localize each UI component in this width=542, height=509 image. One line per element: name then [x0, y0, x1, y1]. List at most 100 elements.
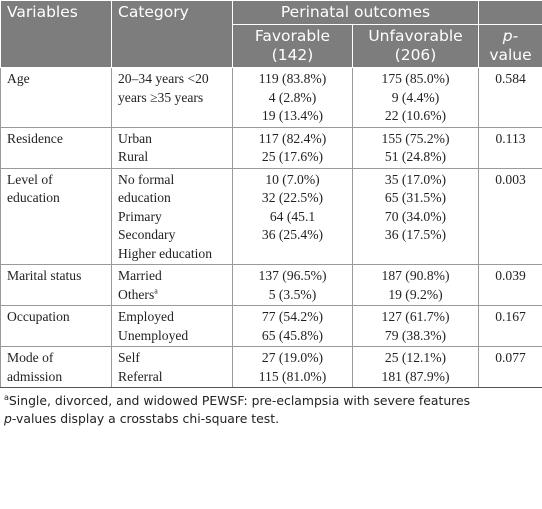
unfavorable-value: 155 (75.2%)	[381, 130, 450, 146]
favorable-cell: 77 (54.2%) 65 (45.8%)	[232, 305, 353, 347]
favorable-value: 5 (3.5%)	[268, 286, 317, 302]
favorable-value: 119 (83.8%)	[258, 71, 327, 86]
unfavorable-value: 36 (17.5%)	[384, 227, 447, 242]
unfavorable-value: 35 (17.0%)	[384, 171, 447, 187]
category-cell: Urban Rural	[111, 127, 233, 169]
favorable-cell: 10 (7.0%) 32 (22.5%) 64 (45.1 36 (25.4%)	[232, 168, 353, 265]
favorable-value: 36 (25.4%)	[261, 227, 324, 242]
category-cell: Married Othersa	[111, 264, 233, 306]
table-row: Marital status Married Othersa 137 (96.5…	[0, 264, 542, 306]
unfavorable-value: 9 (4.4%)	[391, 89, 440, 105]
unfavorable-value: 65 (31.5%)	[384, 190, 447, 205]
footnote-marker: a	[4, 392, 9, 402]
table-container: Variables Category Perinatal outcomes Fa…	[0, 0, 542, 428]
category-cell: No formal education Primary Secondary Hi…	[111, 168, 233, 265]
category-cell: 20–34 years <20 years ≥35 years	[111, 67, 233, 128]
category-line: Rural	[118, 149, 149, 164]
unfavorable-cell: 25 (12.1%) 181 (87.9%)	[352, 346, 479, 388]
favorable-value: 10 (7.0%)	[265, 171, 320, 187]
category-line: Unemployed	[118, 327, 189, 343]
favorable-value: 77 (54.2%)	[261, 309, 324, 324]
unfavorable-value: 181 (87.9%)	[381, 368, 450, 384]
category-line: Othersa	[118, 286, 226, 305]
unfavorable-value: 70 (34.0%)	[384, 208, 447, 224]
table-row: Level of education No formal education P…	[0, 168, 542, 265]
favorable-value: 137 (96.5%)	[258, 268, 327, 283]
footnote-marker: a	[154, 285, 158, 295]
favorable-value: 19 (13.4%)	[261, 108, 324, 123]
variable-cell: Mode of admission	[0, 346, 112, 388]
variable-cell: Level of education	[0, 168, 112, 265]
header-empty	[478, 0, 542, 25]
p-value-cell: 0.077	[478, 346, 542, 388]
category-line: Higher education	[118, 245, 212, 261]
favorable-cell: 117 (82.4%) 25 (17.6%)	[232, 127, 353, 169]
category-line: Married	[118, 268, 162, 283]
category-line-text: Others	[118, 286, 155, 302]
unfavorable-cell: 175 (85.0%) 9 (4.4%) 22 (10.6%)	[352, 67, 479, 128]
favorable-value: 32 (22.5%)	[261, 190, 324, 205]
header-favorable: Favorable (142)	[232, 24, 353, 68]
favorable-value: 115 (81.0%)	[258, 368, 327, 384]
unfavorable-value: 79 (38.3%)	[384, 327, 447, 343]
variable-cell: Marital status	[0, 264, 112, 306]
favorable-value: 117 (82.4%)	[258, 130, 327, 146]
favorable-value: 64 (45.1	[269, 208, 316, 224]
perinatal-outcomes-table: Variables Category Perinatal outcomes Fa…	[0, 0, 542, 388]
table-row: Mode of admission Self Referral 27 (19.0…	[0, 346, 542, 388]
header-unfavorable-label: Unfavorable	[368, 27, 463, 45]
table-body: Age 20–34 years <20 years ≥35 years 119 …	[0, 67, 542, 388]
variable-cell: Residence	[0, 127, 112, 169]
unfavorable-cell: 127 (61.7%) 79 (38.3%)	[352, 305, 479, 347]
footnote-line-2: p-values display a crosstabs chi-square …	[4, 410, 538, 428]
unfavorable-cell: 187 (90.8%) 19 (9.2%)	[352, 264, 479, 306]
unfavorable-cell: 35 (17.0%) 65 (31.5%) 70 (34.0%) 36 (17.…	[352, 168, 479, 265]
category-line: Secondary	[118, 227, 176, 242]
unfavorable-value: 127 (61.7%)	[381, 309, 450, 324]
unfavorable-value: 25 (12.1%)	[384, 350, 447, 365]
unfavorable-value: 187 (90.8%)	[381, 268, 450, 283]
header-variables: Variables	[0, 0, 112, 68]
unfavorable-value: 51 (24.8%)	[384, 149, 447, 164]
p-value-cell: 0.167	[478, 305, 542, 347]
favorable-cell: 27 (19.0%) 115 (81.0%)	[232, 346, 353, 388]
category-line: Referral	[118, 368, 163, 384]
p-value-cell: 0.039	[478, 264, 542, 306]
header-perinatal-outcomes: Perinatal outcomes	[232, 0, 479, 25]
header-favorable-count: (142)	[271, 46, 314, 64]
favorable-value: 4 (2.8%)	[268, 89, 317, 105]
footnote-definition: Single, divorced, and widowed PEWSF: pre…	[8, 393, 471, 408]
header-unfavorable: Unfavorable (206)	[352, 24, 479, 68]
footnote-p-text: -values display a crosstabs chi-square t…	[11, 411, 280, 426]
favorable-cell: 119 (83.8%) 4 (2.8%) 19 (13.4%)	[232, 67, 353, 128]
unfavorable-value: 175 (85.0%)	[381, 71, 450, 86]
footnote-line-1: aSingle, divorced, and widowed PEWSF: pr…	[4, 392, 538, 410]
table-row: Age 20–34 years <20 years ≥35 years 119 …	[0, 67, 542, 128]
category-cell: Employed Unemployed	[111, 305, 233, 347]
table-row: Occupation Employed Unemployed 77 (54.2%…	[0, 305, 542, 347]
favorable-value: 25 (17.6%)	[261, 149, 324, 164]
table-row: Residence Urban Rural 117 (82.4%) 25 (17…	[0, 127, 542, 169]
favorable-value: 27 (19.0%)	[261, 350, 324, 365]
table-footnote: aSingle, divorced, and widowed PEWSF: pr…	[0, 388, 542, 428]
category-line: Employed	[118, 309, 174, 324]
p-value-cell: 0.003	[478, 168, 542, 265]
category-line: Self	[118, 350, 140, 365]
header-p-value: p- value	[478, 24, 542, 68]
header-category: Category	[111, 0, 233, 68]
header-unfavorable-count: (206)	[394, 46, 437, 64]
footnote-text-1: aSingle, divorced, and widowed PEWSF: pr…	[4, 392, 470, 410]
p-value-cell: 0.584	[478, 67, 542, 128]
header-favorable-label: Favorable	[254, 27, 331, 45]
table-header: Variables Category Perinatal outcomes Fa…	[0, 0, 542, 68]
unfavorable-cell: 155 (75.2%) 51 (24.8%)	[352, 127, 479, 169]
header-value-label: value	[489, 46, 532, 64]
p-value-cell: 0.113	[478, 127, 542, 169]
footnote-p-italic: p	[4, 411, 12, 426]
unfavorable-value: 22 (10.6%)	[384, 108, 447, 123]
category-line: No formal education	[118, 171, 175, 206]
unfavorable-value: 19 (9.2%)	[388, 286, 443, 302]
variable-cell: Occupation	[0, 305, 112, 347]
category-line: Primary	[118, 208, 162, 224]
category-line: Urban	[118, 130, 152, 146]
